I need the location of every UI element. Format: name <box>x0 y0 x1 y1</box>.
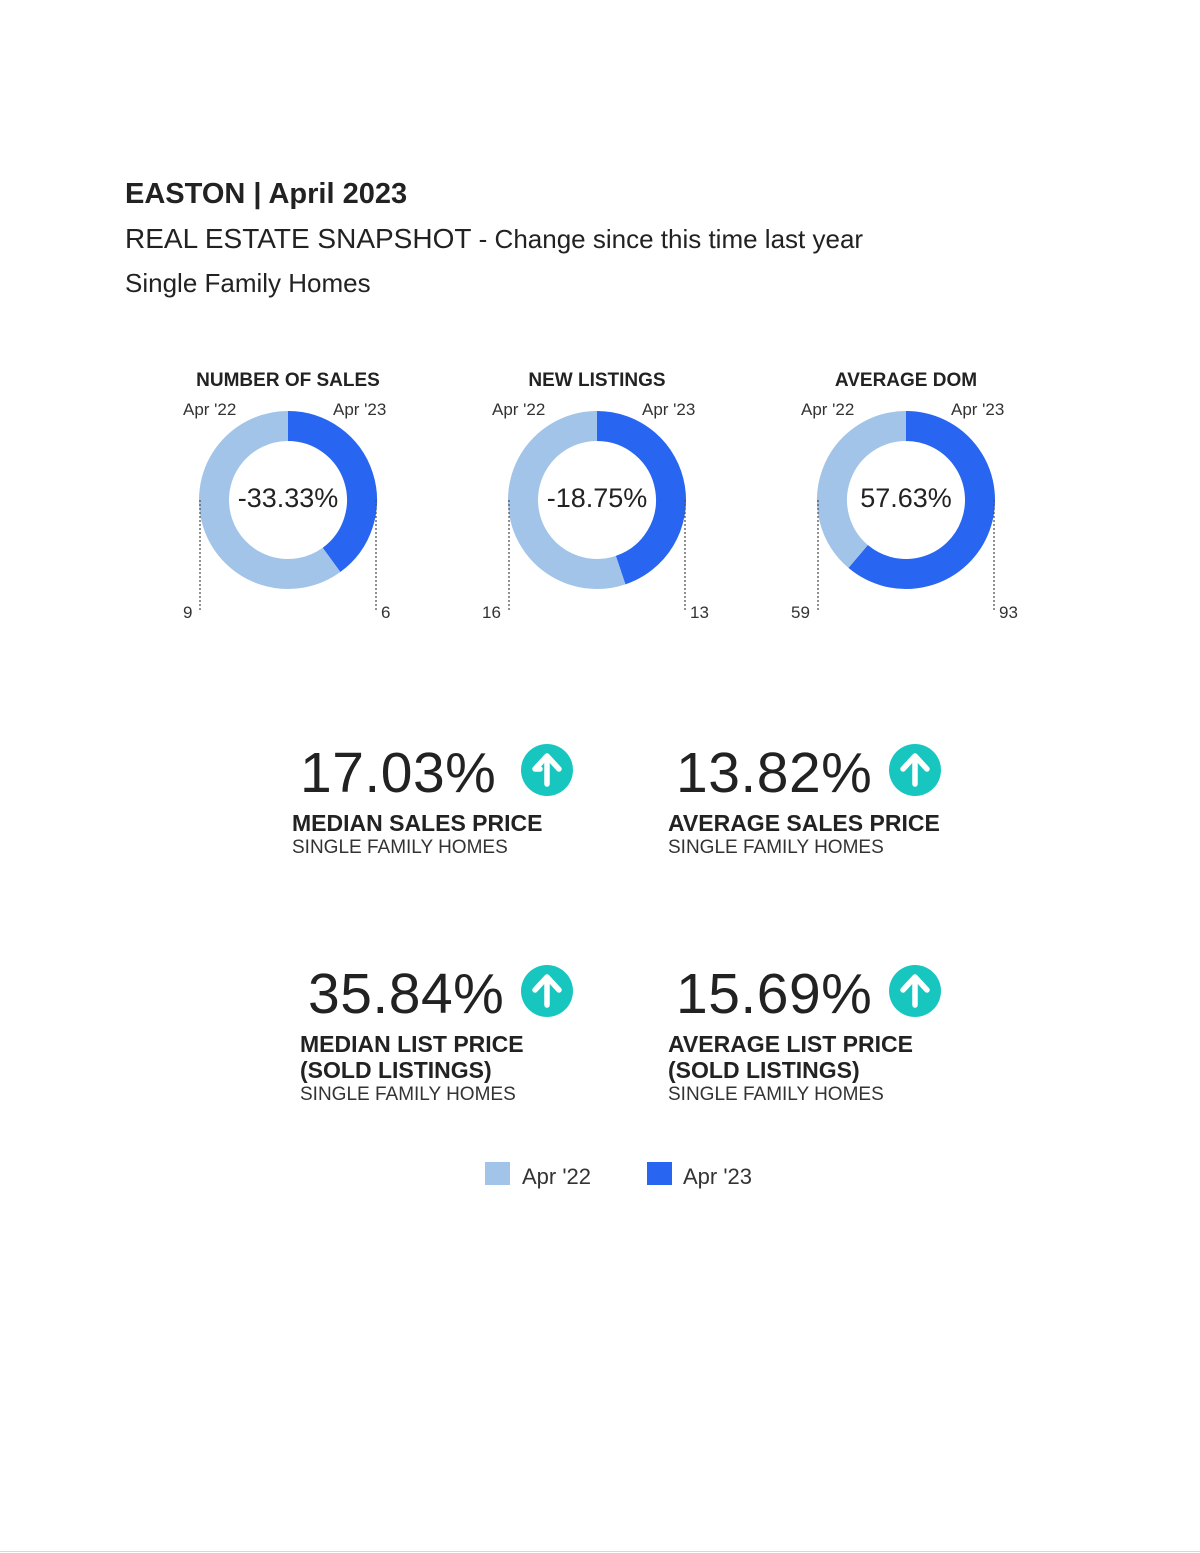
kpi-label-line2: (SOLD LISTINGS) <box>668 1057 860 1083</box>
change-percent: -33.33% <box>237 483 339 513</box>
kpi-average-sales-price: 13.82% AVERAGE SALES PRICE SINGLE FAMILY… <box>660 740 1000 860</box>
chart-title: NUMBER OF SALES <box>196 370 380 391</box>
prior-period-label: Apr '22 <box>801 400 855 419</box>
chart-title: AVERAGE DOM <box>834 370 978 391</box>
donut-average-dom: AVERAGE DOM Apr '22 Apr '23 57.63% 59 93 <box>756 360 1056 640</box>
legend-label-prior: Apr '22 <box>522 1164 592 1189</box>
kpi-value: 15.69% <box>676 962 873 1026</box>
current-value-label: 6 <box>381 603 391 622</box>
current-period-label: Apr '23 <box>333 400 387 419</box>
prior-period-label: Apr '22 <box>183 400 237 419</box>
current-period-label: Apr '23 <box>642 400 696 419</box>
kpi-label-line2: (SOLD LISTINGS) <box>300 1057 492 1083</box>
current-value-label: 93 <box>999 603 1018 622</box>
legend-swatch-current <box>647 1162 672 1185</box>
legend: Apr '22 Apr '23 <box>485 1160 785 1200</box>
donut-svg <box>199 411 377 612</box>
prior-value-label: 16 <box>482 603 501 622</box>
up-arrow-icon <box>521 965 573 1017</box>
donut-slice-current <box>287 411 377 572</box>
donut-new-listings: NEW LISTINGS Apr '22 Apr '23 -18.75% 16 … <box>447 360 747 640</box>
up-arrow-icon <box>889 744 941 796</box>
page-divider <box>0 1551 1200 1552</box>
report-subtitle-main: REAL ESTATE SNAPSHOT <box>125 223 472 254</box>
donut-slice-prior <box>199 411 341 589</box>
kpi-median-list-price: 35.84% MEDIAN LIST PRICE (SOLD LISTINGS)… <box>292 961 632 1107</box>
current-value-label: 13 <box>690 603 709 622</box>
kpi-label: AVERAGE SALES PRICE <box>668 810 940 836</box>
current-period-label: Apr '23 <box>951 400 1005 419</box>
report-category: Single Family Homes <box>125 268 371 298</box>
report-subtitle: REAL ESTATE SNAPSHOT - Change since this… <box>125 223 863 255</box>
legend-label-current: Apr '23 <box>683 1164 753 1189</box>
kpi-value: 13.82% <box>676 741 873 805</box>
kpi-label: MEDIAN LIST PRICE <box>300 1031 524 1057</box>
donut-slice-current <box>596 411 686 585</box>
kpi-subtitle: SINGLE FAMILY HOMES <box>668 837 884 858</box>
kpi-label: AVERAGE LIST PRICE <box>668 1031 913 1057</box>
legend-swatch-prior <box>485 1162 510 1185</box>
donut-slice-prior <box>817 411 907 568</box>
donut-number-of-sales: NUMBER OF SALES Apr '22 Apr '23 -33.33% … <box>138 360 438 640</box>
kpi-value: 35.84% <box>308 962 505 1026</box>
kpi-label: MEDIAN SALES PRICE <box>292 810 543 836</box>
report-title: EASTON | April 2023 <box>125 178 408 210</box>
up-arrow-icon <box>889 965 941 1017</box>
kpi-subtitle: SINGLE FAMILY HOMES <box>300 1084 516 1105</box>
prior-period-label: Apr '22 <box>492 400 546 419</box>
kpi-subtitle: SINGLE FAMILY HOMES <box>668 1084 884 1105</box>
donut-slice-prior <box>508 411 626 589</box>
donut-slice-current <box>848 411 995 589</box>
report-subtitle-rest: - Change since this time last year <box>471 224 864 254</box>
prior-value-label: 9 <box>183 603 193 622</box>
donut-svg <box>817 411 995 612</box>
prior-value-label: 59 <box>791 603 810 622</box>
change-percent: 57.63% <box>860 483 952 513</box>
kpi-subtitle: SINGLE FAMILY HOMES <box>292 837 508 858</box>
change-percent: -18.75% <box>546 483 648 513</box>
kpi-average-list-price: 15.69% AVERAGE LIST PRICE (SOLD LISTINGS… <box>660 961 1000 1107</box>
chart-title: NEW LISTINGS <box>528 370 666 391</box>
up-arrow-icon <box>521 744 573 796</box>
donut-svg <box>508 411 686 612</box>
kpi-value: 17.03% <box>300 741 497 805</box>
kpi-median-sales-price: 17.03% MEDIAN SALES PRICE SINGLE FAMILY … <box>292 740 632 860</box>
